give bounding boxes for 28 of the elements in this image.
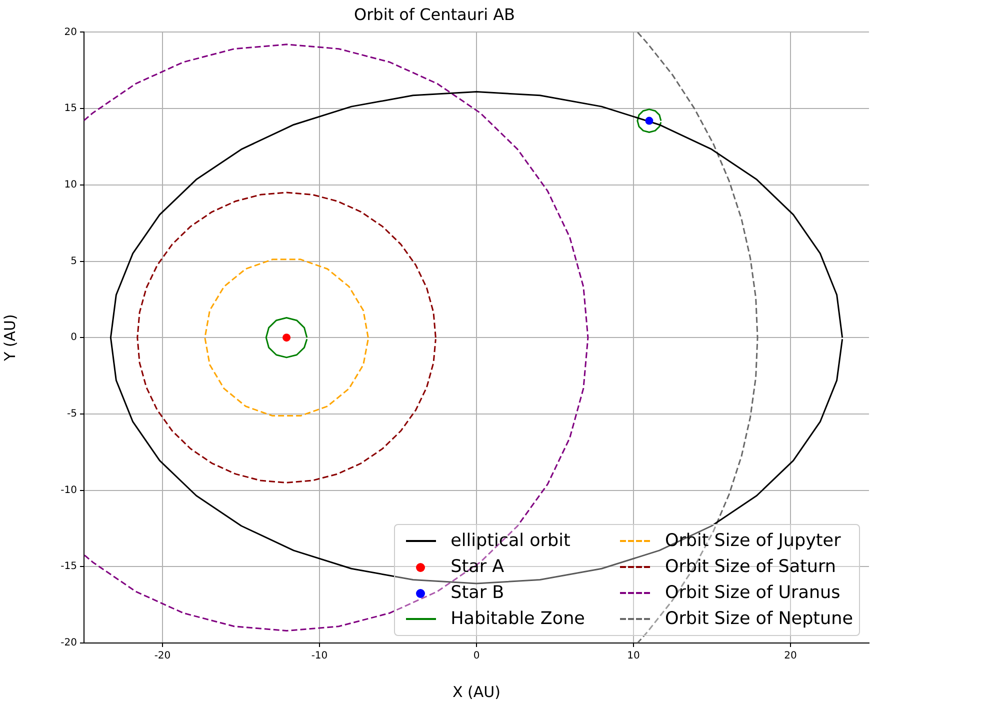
legend-label: Star B — [450, 583, 504, 603]
legend-label: Orbit Size of Neptune — [664, 609, 853, 629]
x-tick-label: -20 — [154, 650, 171, 662]
legend-label: Star A — [450, 557, 504, 577]
x-axis-title: X (AU) — [452, 682, 500, 701]
line-series — [136, 192, 436, 484]
y-tick-label: 15 — [64, 103, 77, 114]
y-tick-label: -20 — [60, 638, 77, 649]
x-tick-label: 10 — [627, 650, 640, 662]
y-tick-label: -10 — [60, 484, 77, 496]
x-tick-label: 20 — [784, 650, 797, 662]
x-tick-label: 0 — [473, 650, 480, 662]
y-axis-title: Y (AU) — [0, 314, 19, 362]
line-series — [204, 258, 369, 417]
legend-label: Orbit Size of Saturn — [664, 557, 836, 577]
x-tick-label: -10 — [311, 650, 328, 662]
y-tick-label: 0 — [70, 332, 77, 344]
line-series — [636, 32, 758, 643]
legend-label: Habitable Zone — [450, 609, 585, 629]
y-tick-label: -5 — [67, 408, 77, 420]
y-tick-label: 10 — [64, 179, 77, 190]
y-tick-label: 20 — [64, 26, 77, 38]
legend-label: Orbit Size of Uranus — [664, 583, 840, 603]
legend-label: elliptical orbit — [450, 531, 570, 551]
y-tick-label: -15 — [60, 561, 77, 572]
chart-title: Orbit of Centauri AB — [354, 4, 516, 24]
y-tick-label: 5 — [70, 256, 77, 267]
line-series — [84, 44, 589, 632]
